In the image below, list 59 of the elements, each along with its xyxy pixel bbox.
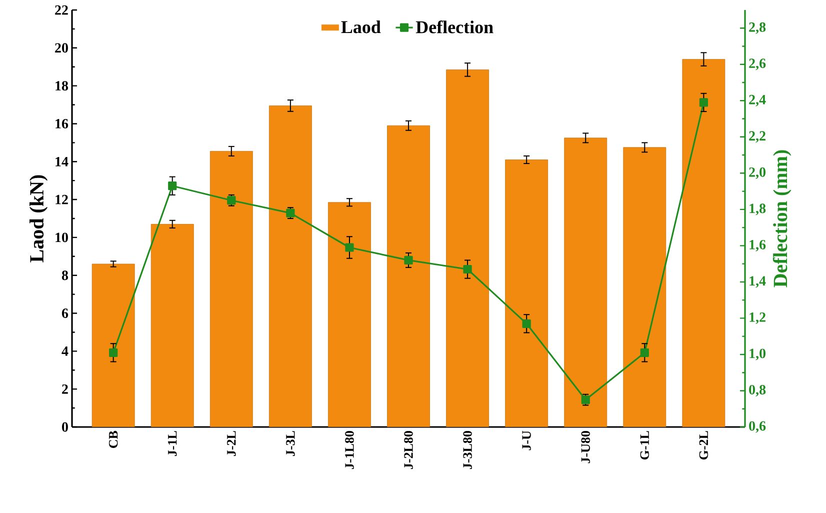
y-tick-label: 0 — [62, 422, 68, 432]
x-tick-label: J-1L80 — [345, 431, 354, 469]
y2-tick-label: 1,8 — [750, 204, 766, 216]
x-tick-label: J-U — [522, 430, 531, 450]
bar — [210, 151, 253, 427]
y-tick-label: 14 — [56, 156, 68, 166]
y2-tick-label: 1,4 — [750, 276, 766, 288]
y2-tick-label: 1,6 — [750, 240, 766, 252]
y-axis-title: Laod (kN) — [29, 175, 48, 262]
point — [522, 319, 531, 328]
point — [463, 264, 472, 274]
y2-tick-label: 2,6 — [749, 58, 766, 70]
y-tick-label: 8 — [62, 270, 68, 280]
x-tick-label: J-1L — [168, 431, 177, 456]
point — [640, 348, 649, 357]
bar — [446, 70, 489, 427]
bar — [268, 106, 312, 427]
x-tick-label: G-1L — [640, 431, 650, 460]
x-tick-label: J-2L80 — [404, 431, 413, 469]
bar — [623, 147, 666, 427]
point — [404, 256, 413, 264]
point — [109, 348, 118, 357]
y-tick-label: 6 — [62, 308, 68, 318]
y-tick-label: 4 — [62, 346, 68, 356]
y2-tick-label: 0,6 — [749, 421, 766, 433]
bar — [505, 160, 548, 427]
y-tick-label: 10 — [56, 232, 68, 242]
y2-tick-label: 1,0 — [750, 348, 766, 360]
y-tick-label: 18 — [56, 81, 68, 91]
bar — [328, 202, 371, 427]
y-tick-label: 16 — [56, 119, 68, 128]
legend-label: Laod — [341, 20, 381, 34]
point — [345, 243, 354, 252]
x-tick-label: J-2L — [227, 431, 236, 456]
point — [699, 98, 708, 107]
y2-axis-title: Deflection (mm) — [772, 150, 792, 288]
x-tick-label: J-3L — [286, 431, 295, 456]
bar — [92, 264, 135, 427]
bar — [682, 59, 726, 427]
point — [168, 182, 177, 190]
x-tick-label: CB — [108, 430, 118, 448]
y2-tick-label: 2,0 — [749, 167, 766, 179]
y-tick-label: 22 — [55, 5, 68, 15]
point — [227, 196, 236, 205]
y2-tick-label: 0,8 — [749, 384, 766, 396]
bar — [387, 125, 430, 427]
x-tick-label: G-2L — [699, 431, 708, 460]
y-tick-label: 20 — [55, 43, 68, 53]
y2-tick-label: 1,2 — [750, 312, 766, 324]
y2-tick-label: 2,8 — [749, 22, 766, 34]
y2-tick-label: 2,4 — [749, 94, 766, 106]
legend-label: Deflection — [416, 20, 494, 34]
x-tick-label: J-U80 — [581, 431, 590, 464]
bar — [564, 138, 608, 427]
y2-tick-label: 2,2 — [749, 131, 766, 143]
bar — [150, 224, 194, 427]
y-tick-label: 2 — [62, 384, 68, 394]
y-tick-label: 12 — [56, 194, 68, 204]
x-tick-label: J-3L80 — [463, 431, 472, 469]
